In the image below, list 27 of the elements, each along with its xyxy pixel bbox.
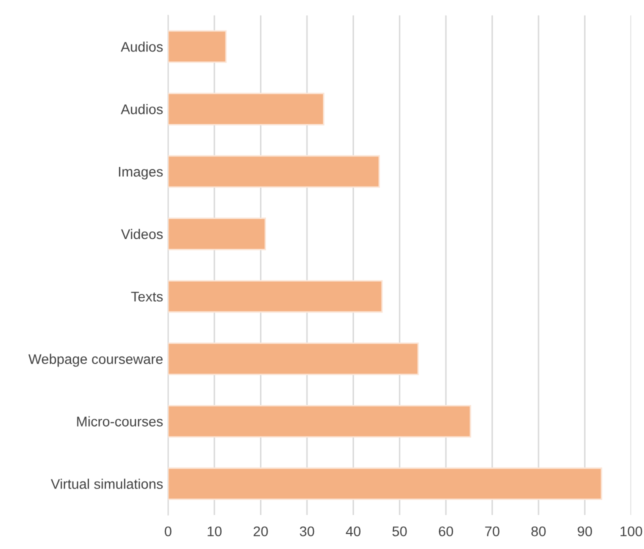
x-tick-label: 90: [578, 526, 592, 536]
y-tick-label: Images: [118, 166, 163, 180]
x-tick-label: 40: [346, 526, 360, 536]
bar: [168, 155, 380, 188]
x-tick-label: 0: [164, 526, 172, 536]
x-tick-label: 20: [254, 526, 268, 536]
y-tick-label: Audios: [120, 104, 163, 114]
bar: [168, 404, 472, 438]
bar: [168, 280, 383, 313]
x-tick-label: 100: [620, 526, 642, 536]
y-tick-label: Audios: [120, 42, 163, 52]
y-tick-label: Virtual simulations: [50, 478, 163, 489]
y-tick-label: Texts: [131, 292, 163, 302]
bar: [168, 342, 419, 376]
x-tick-label: 50: [392, 526, 407, 536]
y-tick-label: Videos: [121, 228, 163, 240]
bar: [168, 467, 602, 500]
x-tick-label: 80: [531, 526, 546, 536]
y-tick-label: Webpage courseware: [28, 354, 163, 367]
x-tick-label: 10: [208, 526, 222, 536]
bar: [168, 30, 227, 63]
x-tick-label: 60: [438, 526, 454, 536]
x-tick-label: 70: [485, 526, 500, 536]
y-tick-label: Micro-courses: [77, 416, 163, 426]
bar: [168, 218, 266, 250]
x-tick-label: 30: [300, 526, 314, 536]
bar: [168, 92, 324, 126]
